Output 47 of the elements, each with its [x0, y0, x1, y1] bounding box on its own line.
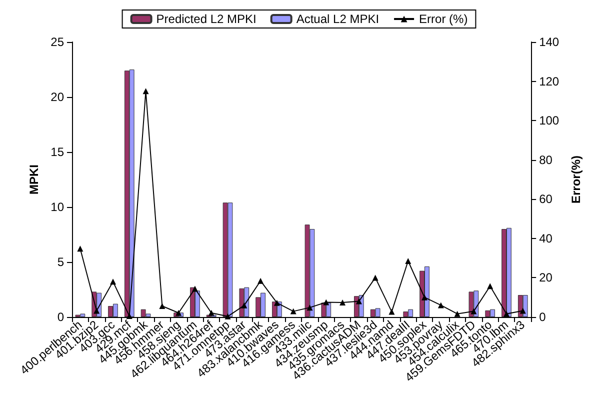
point	[241, 302, 248, 308]
y-axis-title: MPKI	[26, 164, 41, 194]
y-tick-label: 25	[50, 35, 64, 49]
point	[323, 299, 330, 306]
point	[520, 308, 526, 314]
y2-tick-label: 60	[539, 192, 553, 206]
point	[340, 299, 346, 306]
legend-label: Predicted L2 MPKI	[156, 12, 256, 26]
point	[290, 308, 296, 314]
point	[94, 308, 100, 314]
point	[356, 298, 362, 304]
point	[176, 310, 182, 316]
point	[77, 246, 84, 252]
point	[503, 310, 510, 317]
y2-axis-title: Error(%)	[569, 155, 583, 204]
y2-tick-label: 20	[539, 270, 553, 285]
point	[126, 313, 132, 320]
y2-tick-label: 140	[539, 35, 560, 49]
y-tick-label: 10	[50, 200, 64, 214]
point	[422, 294, 428, 300]
legend-label: Error (%)	[419, 12, 468, 26]
y2-tick-label: 100	[539, 114, 560, 128]
point	[372, 274, 378, 281]
point	[274, 300, 280, 306]
point	[306, 304, 313, 311]
point	[192, 286, 198, 292]
point	[110, 278, 116, 285]
point	[405, 258, 412, 264]
y2-tick-label: 120	[539, 74, 560, 88]
point	[454, 310, 460, 317]
point	[159, 303, 166, 309]
point	[258, 278, 264, 284]
y-tick-label: 0	[57, 310, 64, 324]
point	[208, 310, 214, 316]
point	[142, 88, 149, 94]
y2-tick-label: 40	[539, 231, 553, 246]
point	[438, 302, 444, 308]
point	[470, 308, 477, 314]
point	[388, 308, 395, 315]
y2-tick-label: 0	[539, 310, 546, 324]
y-tick-label: 5	[57, 255, 64, 269]
legend-label: Actual L2 MPKI	[296, 12, 380, 26]
y-tick-label: 15	[50, 145, 64, 159]
point	[224, 313, 231, 320]
y2-tick-label: 80	[539, 152, 553, 167]
y-tick-label: 20	[50, 90, 64, 104]
point	[487, 283, 494, 290]
